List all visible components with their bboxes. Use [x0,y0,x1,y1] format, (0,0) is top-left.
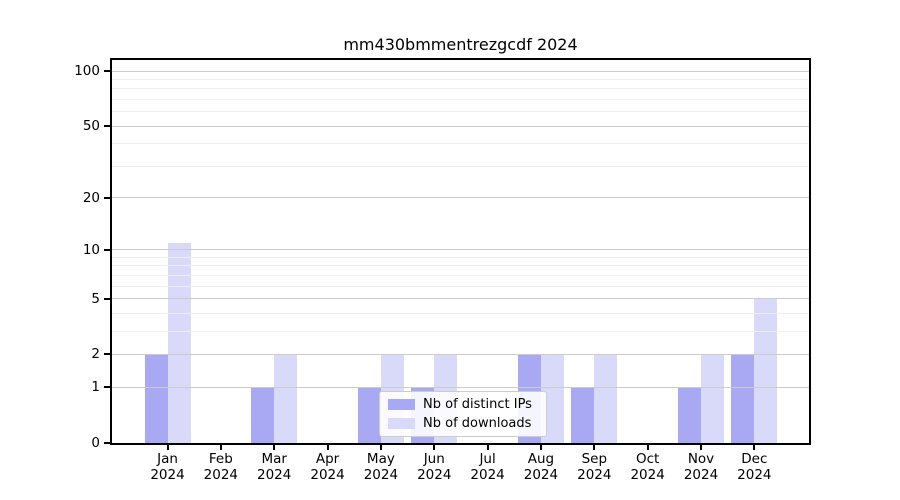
x-ticklabel-dec: Dec 2024 [737,451,772,483]
x-ticklabel-apr: Apr 2024 [310,451,345,483]
gridline-minor-9 [112,256,809,258]
gridline-major-20 [112,197,809,199]
x-ticklabel-oct: Oct 2024 [630,451,665,483]
x-ticklabel-mar: Mar 2024 [257,451,292,483]
y-ticklabel-50: 50 [82,118,100,135]
y-tickmark-2 [104,353,110,356]
legend-swatch-downloads [388,418,415,429]
gridline-minor-8 [112,265,809,267]
bar-nov-distinct-ips [678,387,701,443]
x-ticklabel-jul: Jul 2024 [470,451,505,483]
bar-mar-distinct-ips [251,387,275,443]
y-tickmark-10 [104,248,110,251]
x-tickmark-apr [326,445,329,450]
gridline-major-100 [112,70,809,72]
y-ticklabel-2: 2 [91,346,100,363]
y-ticklabel-5: 5 [91,290,100,307]
x-tickmark-dec [753,445,756,450]
y-tickmark-20 [104,196,110,199]
y-ticklabel-100: 100 [74,63,100,80]
gridline-major-2 [112,353,809,355]
gridline-minor-30 [112,165,809,167]
legend-item-downloads: Nb of downloads [388,415,538,432]
x-tickmark-nov [700,445,702,450]
gridline-major-50 [112,125,809,127]
y-tickmark-0 [104,442,110,444]
legend-item-distinct-ips: Nb of distinct IPs [388,396,538,413]
bar-dec-distinct-ips [731,354,755,443]
y-tickmark-1 [104,386,110,389]
bar-sep-distinct-ips [571,387,595,443]
bar-jan-downloads [167,242,191,443]
y-tickmark-5 [104,297,110,300]
x-tickmark-sep [593,445,596,450]
plot-area [110,58,811,445]
x-tickmark-oct [646,445,649,450]
y-tickmark-50 [104,125,110,128]
gridline-minor-7 [112,274,809,276]
gridline-minor-40 [112,143,809,145]
legend-swatch-distinct-ips [388,399,415,410]
gridline-major-5 [112,298,809,300]
x-tickmark-may [379,445,382,450]
gridline-minor-3 [112,330,809,332]
legend: Nb of distinct IPs Nb of downloads [379,391,547,437]
bar-sep-downloads [594,354,618,443]
gridline-minor-6 [112,285,809,287]
y-ticklabel-0: 0 [91,435,100,451]
bar-mar-downloads [274,354,298,443]
x-ticklabel-aug: Aug 2024 [523,451,559,483]
gridline-minor-90 [112,78,809,80]
bar-nov-downloads [701,354,724,443]
x-tickmark-feb [219,445,222,450]
y-ticklabel-10: 10 [82,241,100,258]
x-ticklabel-jun: Jun 2024 [417,451,452,483]
x-ticklabel-sep: Sep 2024 [577,451,612,483]
x-tickmark-jun [433,445,436,450]
bar-may-distinct-ips [357,387,381,443]
y-ticklabel-20: 20 [82,189,100,206]
x-ticklabel-nov: Nov 2024 [683,451,719,483]
gridline-major-10 [112,249,809,251]
x-tickmark-jul [486,445,489,450]
chart-title: mm430bmmentrezgcdf 2024 [343,35,578,54]
x-tickmark-jan [166,445,169,450]
x-ticklabel-jan: Jan 2024 [150,451,185,483]
gridline-major-1 [112,386,809,388]
legend-label-distinct-ips: Nb of distinct IPs [423,397,532,412]
bar-dec-downloads [754,298,778,443]
gridline-minor-70 [112,98,809,100]
y-ticklabel-1: 1 [91,379,100,396]
bar-jan-distinct-ips [144,354,168,443]
gridline-minor-60 [112,111,809,113]
gridline-minor-4 [112,312,809,314]
x-tickmark-mar [273,445,276,450]
legend-label-downloads: Nb of downloads [423,416,532,431]
y-tickmark-100 [104,70,110,73]
gridline-minor-80 [112,88,809,90]
x-ticklabel-feb: Feb 2024 [203,451,239,483]
x-ticklabel-may: May 2024 [363,451,399,483]
x-tickmark-aug [539,445,542,450]
